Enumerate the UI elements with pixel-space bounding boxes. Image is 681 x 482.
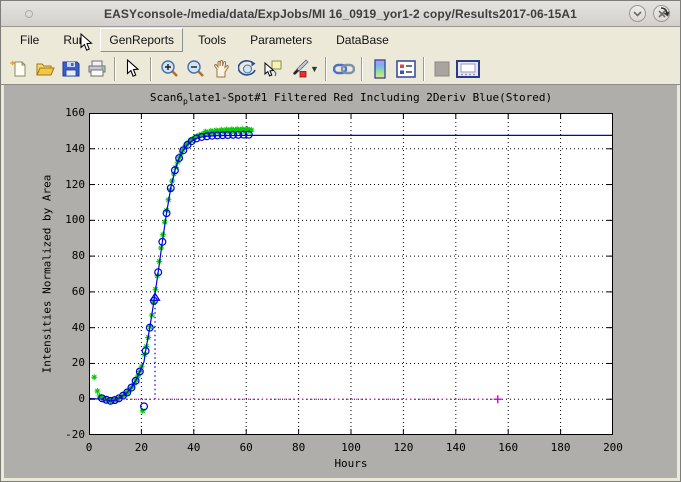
- menu-item-database[interactable]: DataBase: [336, 33, 389, 47]
- y-tick-label: 100: [65, 213, 85, 227]
- y-tick-label: 140: [65, 141, 85, 155]
- x-tick-label: 140: [445, 441, 466, 454]
- printer-icon: [88, 60, 106, 76]
- chain-link-icon: [332, 63, 355, 74]
- save-button[interactable]: [58, 56, 84, 82]
- brush-dropdown-caret[interactable]: ▼: [310, 63, 319, 74]
- minimize-button[interactable]: [629, 5, 646, 22]
- rotate-3d-icon: [237, 60, 256, 76]
- dock-figure-button[interactable]: [455, 56, 481, 82]
- menu-item-run[interactable]: Run: [63, 33, 86, 47]
- data-cursor-button[interactable]: [260, 56, 286, 82]
- zoom-in-icon: [160, 60, 178, 77]
- rotate-3d-button[interactable]: [234, 56, 260, 82]
- open-folder-icon: [36, 63, 55, 75]
- figure-area: Scan6plate1-Spot#1 Filtered Red Includin…: [4, 85, 677, 478]
- brush-button[interactable]: [286, 56, 312, 82]
- x-tick-label: 160: [498, 441, 519, 454]
- y-tick-label: 80: [71, 249, 85, 263]
- toolbar-separator: [422, 56, 425, 81]
- dock-window-icon: [455, 59, 480, 78]
- growth-curve-chart: [88, 112, 614, 436]
- x-tick-label: 200: [603, 441, 623, 454]
- x-tick-label: 0: [85, 441, 93, 454]
- close-x-icon: [657, 9, 666, 18]
- plot-title: Scan6plate1-Spot#1 Filtered Red Includin…: [149, 91, 553, 107]
- toolbar-separator: [360, 56, 363, 81]
- chevron-down-icon: [633, 10, 642, 17]
- zoom-out-button[interactable]: [182, 56, 208, 82]
- x-tick-label: 100: [341, 441, 361, 454]
- x-tick-label: 120: [393, 441, 414, 454]
- menu-bar: File Run GenReports Tools Parameters DataBase: [1, 27, 680, 53]
- insert-legend-button[interactable]: [393, 56, 419, 82]
- y-tick-label: 40: [71, 320, 85, 334]
- mouse-cursor-icon: [80, 33, 93, 51]
- colorbar-icon: [374, 58, 386, 79]
- x-tick-label: 80: [291, 441, 306, 454]
- toolbar-separator: [114, 56, 116, 81]
- arrow-cursor-icon: [126, 59, 140, 77]
- legend-icon: [396, 59, 416, 78]
- plot-canvas[interactable]: [88, 112, 614, 436]
- figure-toolbar: ▼: [1, 53, 680, 85]
- y-tick-label: 120: [65, 177, 85, 191]
- zoom-in-button[interactable]: [156, 56, 182, 82]
- window-menu-icon[interactable]: [25, 10, 33, 18]
- edit-plot-button[interactable]: [120, 56, 146, 82]
- link-plot-button[interactable]: [331, 56, 357, 82]
- title-bar[interactable]: EASYconsole-/media/data/ExpJobs/MI 16_09…: [1, 1, 680, 27]
- y-tick-label: -20: [65, 428, 85, 441]
- gray-square-icon: [434, 61, 450, 76]
- x-tick-label: 180: [550, 441, 571, 454]
- toolbar-separator: [150, 56, 152, 81]
- menu-item-tools[interactable]: Tools: [198, 33, 227, 47]
- disabled-tool-button: [429, 56, 455, 82]
- hand-icon: [213, 59, 229, 78]
- print-button[interactable]: [84, 56, 110, 82]
- open-file-button[interactable]: [32, 56, 58, 82]
- x-tick-label: 20: [134, 441, 149, 454]
- menu-item-parameters[interactable]: Parameters: [250, 33, 313, 47]
- data-cursor-icon: [264, 60, 282, 77]
- y-tick-label: 160: [65, 106, 85, 119]
- brush-icon: [292, 59, 309, 78]
- menu-item-genreports[interactable]: GenReports: [100, 28, 184, 52]
- curved-arrow-icon[interactable]: [660, 6, 672, 18]
- new-figure-button[interactable]: [6, 56, 32, 82]
- y-axis-label: Intensities Normalized by Area: [40, 174, 54, 374]
- insert-colorbar-button[interactable]: [367, 56, 393, 82]
- floppy-disk-icon: [62, 61, 80, 76]
- y-tick-label: 0: [78, 392, 85, 406]
- zoom-out-icon: [186, 60, 204, 77]
- y-tick-label: 20: [71, 356, 85, 370]
- x-tick-label: 60: [239, 441, 253, 454]
- new-document-icon: [10, 60, 26, 76]
- menu-item-file[interactable]: File: [20, 33, 40, 47]
- x-tick-label: 40: [187, 441, 201, 454]
- x-axis-label: Hours: [334, 457, 368, 470]
- window-title: EASYconsole-/media/data/ExpJobs/MI 16_09…: [104, 6, 577, 21]
- toolbar-separator: [324, 56, 327, 81]
- y-tick-label: 60: [71, 284, 85, 298]
- pan-button[interactable]: [208, 56, 234, 82]
